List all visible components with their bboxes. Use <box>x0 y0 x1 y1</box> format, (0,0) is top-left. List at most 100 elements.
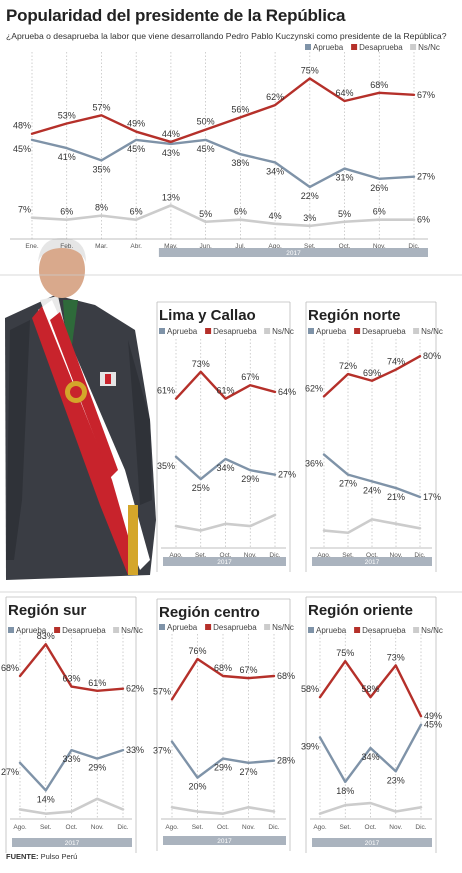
data-label-desaprueba: 74% <box>387 357 405 367</box>
panel-title: Lima y Callao <box>159 307 256 324</box>
data-label-ns: 6% <box>60 207 73 217</box>
data-label-ns: 7% <box>18 205 31 215</box>
data-label-desaprueba: 68% <box>214 663 232 673</box>
series-line-aprueba <box>18 748 125 792</box>
data-label-desaprueba: 67% <box>417 90 435 100</box>
series-line-ns <box>318 801 423 815</box>
legend-swatch-desaprueba <box>205 624 212 630</box>
data-label-aprueba: 17% <box>423 492 441 502</box>
data-label-aprueba: 35% <box>92 164 110 174</box>
chart-oriente: Región oriente Aprueba Desaprueba Ns/Nc 39% 1… <box>301 596 443 853</box>
data-label-aprueba: 27% <box>278 470 296 480</box>
data-label-ns: 13% <box>162 192 180 202</box>
chart-lima: Lima y Callao Aprueba Desaprueba Ns/Nc 35% 25… <box>156 301 296 572</box>
data-label-desaprueba: 58% <box>301 684 319 694</box>
chart-centro: Región centro Aprueba Desaprueba Ns/Nc 37% 20… <box>153 598 295 851</box>
data-label-desaprueba: 44% <box>162 129 180 139</box>
page-title: Popularidad del presidente de la Repúbli… <box>6 6 346 25</box>
chart-norte: Región norte Aprueba Desaprueba Ns/Nc 36% 27%… <box>305 301 443 572</box>
year-label: 2017 <box>365 840 380 847</box>
data-label-desaprueba: 69% <box>363 368 381 378</box>
data-label-desaprueba: 68% <box>370 80 388 90</box>
data-label-desaprueba: 67% <box>239 665 257 675</box>
year-label: 2017 <box>217 559 232 566</box>
legend-label-ns: Ns/Nc <box>272 623 294 632</box>
series-line-ns <box>30 204 416 228</box>
tick-label: Abr. <box>130 243 142 250</box>
year-band <box>163 557 286 566</box>
legend-label-desaprueba: Desaprueba <box>213 327 257 336</box>
legend-swatch-aprueba <box>305 44 311 50</box>
legend-swatch-aprueba <box>159 328 165 334</box>
tick-label: Nov. <box>242 824 255 831</box>
data-label-aprueba: 39% <box>301 741 319 751</box>
data-label-desaprueba: 53% <box>58 111 76 121</box>
data-label-ns: 6% <box>130 207 143 217</box>
panel-title: Región oriente <box>308 602 413 619</box>
data-label-desaprueba: 49% <box>424 711 442 721</box>
data-label-desaprueba: 72% <box>339 361 357 371</box>
data-label-desaprueba: 61% <box>157 386 175 396</box>
data-label-aprueba: 45% <box>13 144 31 154</box>
data-label-aprueba: 41% <box>58 152 76 162</box>
data-label-aprueba: 22% <box>301 191 319 201</box>
year-band <box>158 248 428 257</box>
tick-label: Ago. <box>165 824 179 831</box>
series-line-desaprueba <box>18 643 125 693</box>
data-label-desaprueba: 48% <box>13 121 31 131</box>
data-label-desaprueba: 68% <box>1 663 19 673</box>
legend-label-aprueba: Aprueba <box>16 626 47 635</box>
tick-label: Feb. <box>60 243 73 250</box>
tick-label: Set. <box>304 243 316 250</box>
data-label-ns: 6% <box>234 207 247 217</box>
year-label: 2017 <box>286 250 301 257</box>
tick-label: May. <box>164 243 178 250</box>
data-label-desaprueba: 64% <box>278 387 296 397</box>
tick-label: Oct. <box>220 552 232 559</box>
tick-label: Dic. <box>117 824 128 831</box>
legend-swatch-ns <box>264 624 271 630</box>
legend-swatch-aprueba <box>8 627 14 633</box>
data-label-desaprueba: 73% <box>192 359 210 369</box>
data-label-desaprueba: 73% <box>387 652 405 662</box>
legend-label-ns: Ns/Nc <box>421 626 443 635</box>
series-line-desaprueba <box>170 657 276 701</box>
tick-label: Oct. <box>366 552 378 559</box>
tick-label: Ago. <box>317 552 331 559</box>
legend-label-desaprueba: Desaprueba <box>359 43 403 52</box>
tick-label: Ago. <box>169 552 183 559</box>
legend-swatch-desaprueba <box>54 627 61 633</box>
data-label-aprueba: 37% <box>153 746 171 756</box>
data-label-desaprueba: 50% <box>197 117 215 127</box>
series-line-aprueba <box>322 453 422 499</box>
tick-label: Jun. <box>199 243 211 250</box>
legend-swatch-aprueba <box>308 328 314 334</box>
data-label-desaprueba: 63% <box>62 674 80 684</box>
data-label-desaprueba: 49% <box>127 119 145 129</box>
tick-label: Nov. <box>91 824 104 831</box>
tick-label: Dic. <box>269 552 280 559</box>
page-subtitle: ¿Aprueba o desaprueba la labor que viene… <box>6 31 447 41</box>
data-label-aprueba: 29% <box>241 474 259 484</box>
series-line-ns <box>174 513 277 532</box>
data-label-aprueba: 27% <box>417 172 435 182</box>
data-label-desaprueba: 61% <box>88 678 106 688</box>
tick-label: Set. <box>40 824 52 831</box>
series-line-aprueba <box>174 455 277 481</box>
panel-title: Región sur <box>8 602 87 619</box>
tick-label: Set. <box>192 824 204 831</box>
panel-title: Región centro <box>159 604 260 621</box>
data-label-aprueba: 27% <box>1 767 19 777</box>
tick-label: Set. <box>339 824 351 831</box>
legend-swatch-ns <box>113 627 120 633</box>
data-label-desaprueba: 62% <box>126 684 144 694</box>
chart-sur: Región sur Aprueba Desaprueba Ns/Nc 27% 14% 33… <box>1 596 144 853</box>
series-line-desaprueba <box>174 370 277 400</box>
legend-swatch-ns <box>264 328 271 334</box>
data-label-aprueba: 28% <box>277 756 295 766</box>
data-label-aprueba: 29% <box>88 763 106 773</box>
series-line-desaprueba <box>318 659 423 718</box>
data-label-aprueba: 33% <box>126 745 144 755</box>
tick-label: Ago. <box>13 824 27 831</box>
